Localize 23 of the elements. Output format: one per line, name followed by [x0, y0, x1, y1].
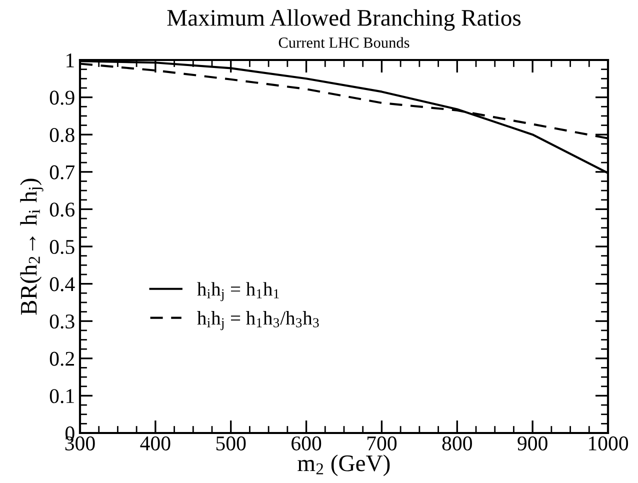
y-tick-label: 0.9: [50, 90, 74, 105]
y-tick-label: 0.6: [50, 202, 75, 217]
y-tick-label: 0.7: [50, 165, 75, 180]
y-axis-title: BR(h$_{2}$→ h$_{i}$ h$_{j}$): [20, 178, 44, 315]
text: h$_{i}$h$_{j}$ = h$_{1}$h$_{3}$/h$_{3}$h$_{3}$: [197, 311, 319, 330]
x-tick-label: 400: [140, 436, 170, 450]
x-axis-title: m$_{2}$ (GeV): [298, 454, 390, 476]
y-tick-label: 0.3: [50, 314, 74, 329]
x-tick-label: 900: [518, 436, 548, 450]
x-tick-label: 700: [367, 436, 397, 450]
x-tick-label: 500: [216, 436, 246, 450]
y-tick-label: 1: [66, 53, 74, 68]
y-tick-label: 0.8: [50, 128, 74, 142]
y-tick-label: 0.1: [50, 389, 74, 404]
x-tick-label: 800: [442, 436, 472, 450]
y-tick-label: 0.4: [50, 277, 75, 292]
y-tick-label: 0.2: [50, 352, 74, 366]
x-tick-label: 600: [292, 436, 322, 450]
y-tick-label: 0.5: [50, 240, 74, 254]
chart-title: Maximum Allowed Branching Ratios: [167, 9, 521, 31]
x-tick-label: 1000: [589, 436, 628, 450]
legend-label: h$_{i}$h$_{j}$ = h$_{1}$h$_{1}$: [197, 282, 279, 302]
chart-subtitle: Current LHC Bounds: [278, 37, 410, 48]
